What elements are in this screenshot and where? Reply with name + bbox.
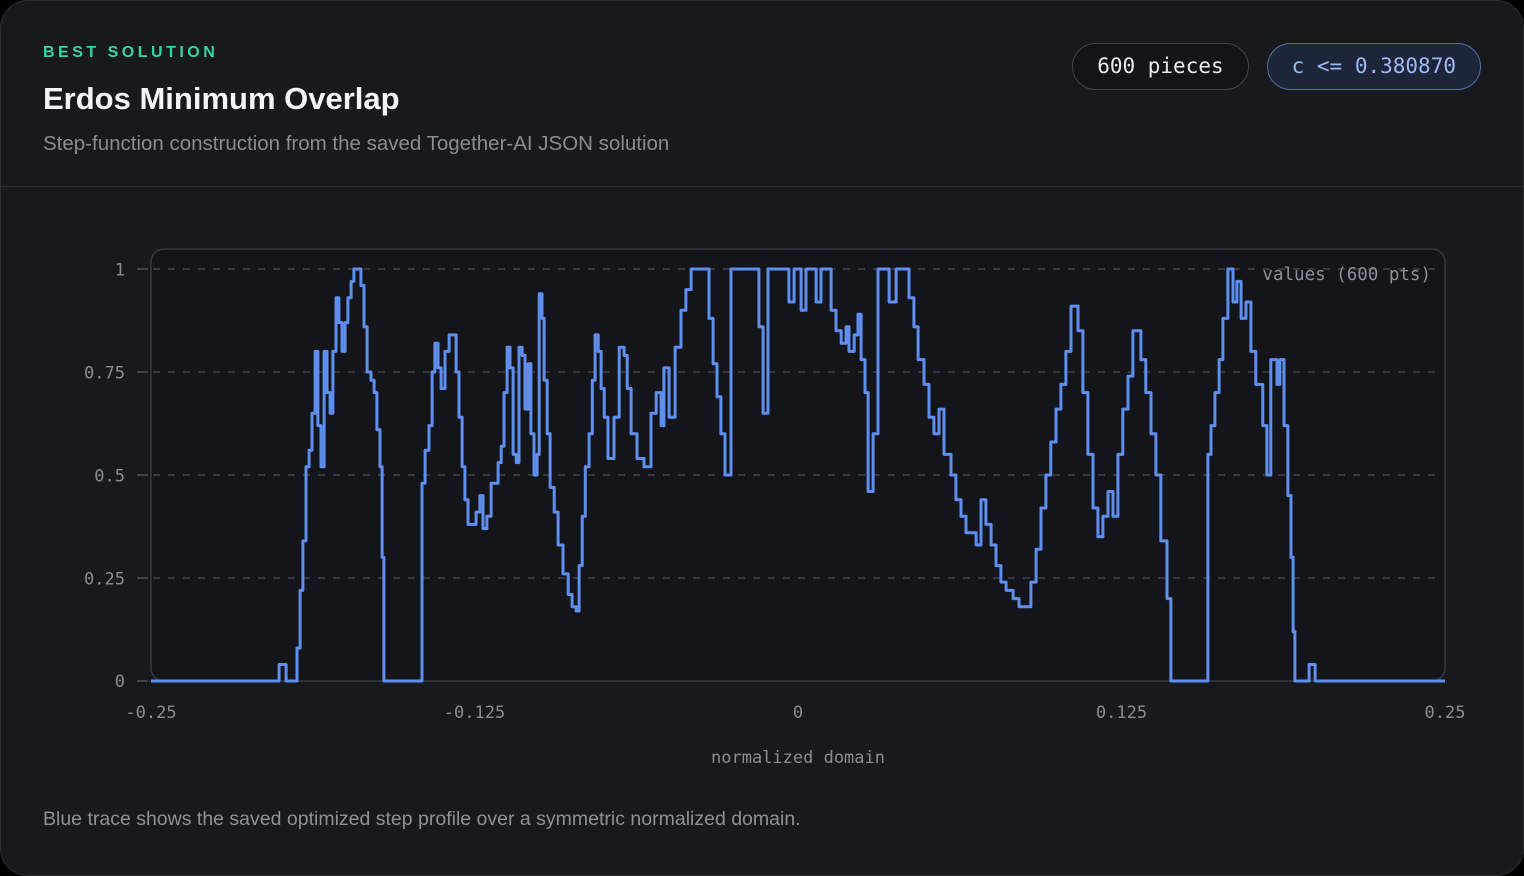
- y-tick-label: 0.25: [84, 570, 125, 590]
- y-tick-label: 0.75: [84, 364, 125, 384]
- pieces-badge: 600 pieces: [1072, 43, 1249, 90]
- x-axis-label: normalized domain: [711, 748, 885, 768]
- y-tick-label: 0.5: [94, 467, 125, 487]
- y-axis-ticks: [137, 268, 148, 682]
- legend-label: values (600 pts): [1262, 265, 1431, 285]
- step-function-chart: 1 0.75 0.5 0.25 0 -0.25 -0.125 0 0.125 0…: [84, 248, 1466, 768]
- x-tick-label: 0.125: [1096, 703, 1147, 723]
- step-trace: [151, 267, 1445, 683]
- x-tick-label: -0.25: [125, 703, 176, 723]
- c-bound-badge: c <= 0.380870: [1266, 43, 1481, 90]
- header-divider: [1, 186, 1523, 187]
- page-title: Erdos Minimum Overlap: [43, 81, 400, 116]
- subtitle: Step-function construction from the save…: [43, 132, 670, 155]
- y-tick-label: 0: [115, 672, 125, 692]
- x-tick-label: 0: [793, 703, 803, 723]
- eyebrow-label: BEST SOLUTION: [43, 44, 219, 61]
- x-tick-label: 0.25: [1425, 703, 1466, 723]
- chart-caption: Blue trace shows the saved optimized ste…: [43, 808, 801, 830]
- x-tick-label: -0.125: [444, 703, 505, 723]
- plot-area: [150, 248, 1446, 682]
- badge-group: 600 pieces c <= 0.380870: [1072, 43, 1481, 90]
- y-tick-label: 1: [115, 261, 125, 281]
